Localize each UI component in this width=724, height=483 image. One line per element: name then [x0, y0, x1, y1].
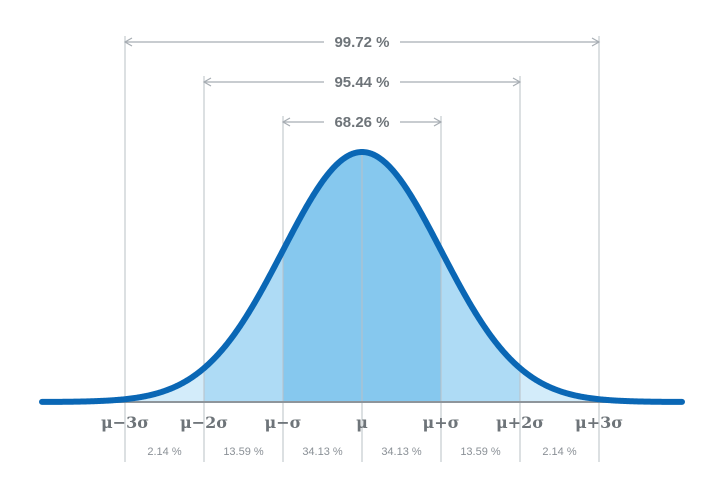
arrow-left-icon: [202, 77, 212, 87]
axis-labels: μ−3σ μ−2σ μ−σ μ μ+σ μ+2σ μ+3σ: [101, 413, 623, 432]
interval-label-bg: [324, 31, 400, 53]
axis-label: μ+σ: [423, 413, 460, 432]
bell-curve: [39, 149, 685, 405]
segment-percent-label: 13.59 %: [223, 446, 264, 458]
axis-label: μ+2σ: [496, 413, 544, 432]
area-outer-left: [125, 368, 204, 402]
area-outer-right: [520, 368, 599, 402]
segment-percent-label: 34.13 %: [302, 446, 343, 458]
area-inner-left: [283, 152, 362, 402]
interval-label-bg: [324, 111, 400, 133]
interval-label: 99.72 %: [334, 34, 389, 51]
axis-label: μ: [356, 413, 368, 432]
arrow-right-icon: [512, 77, 522, 87]
arrow-left-icon: [123, 37, 133, 47]
segment-percent-label: 13.59 %: [460, 446, 501, 458]
arrow-right-icon: [433, 117, 443, 127]
segment-percent-labels: 2.14 % 13.59 % 34.13 % 34.13 % 13.59 % 2.14 %: [147, 446, 576, 458]
interval-label: 68.26 %: [334, 114, 389, 131]
arrow-left-icon: [281, 117, 291, 127]
interval-bracket: 68.26 %: [281, 111, 443, 133]
segment-percent-label: 2.14 %: [147, 446, 181, 458]
interval-bracket: 99.72 %: [123, 31, 601, 53]
area-inner-right: [362, 152, 441, 402]
interval-label-bg: [324, 71, 400, 93]
interval-brackets: 99.72 % 95.44 % 68.26 %: [123, 31, 601, 133]
segment-percent-label: 34.13 %: [381, 446, 422, 458]
axis-label: μ−3σ: [101, 413, 149, 432]
segment-percent-label: 2.14 %: [542, 446, 576, 458]
interval-label: 95.44 %: [334, 74, 389, 91]
axis-label: μ−2σ: [180, 413, 228, 432]
axis-label: μ−σ: [265, 413, 302, 432]
arrow-right-icon: [591, 37, 601, 47]
axis-label: μ+3σ: [575, 413, 623, 432]
sigma-guide-lines: [124, 36, 600, 462]
interval-bracket: 95.44 %: [202, 71, 522, 93]
